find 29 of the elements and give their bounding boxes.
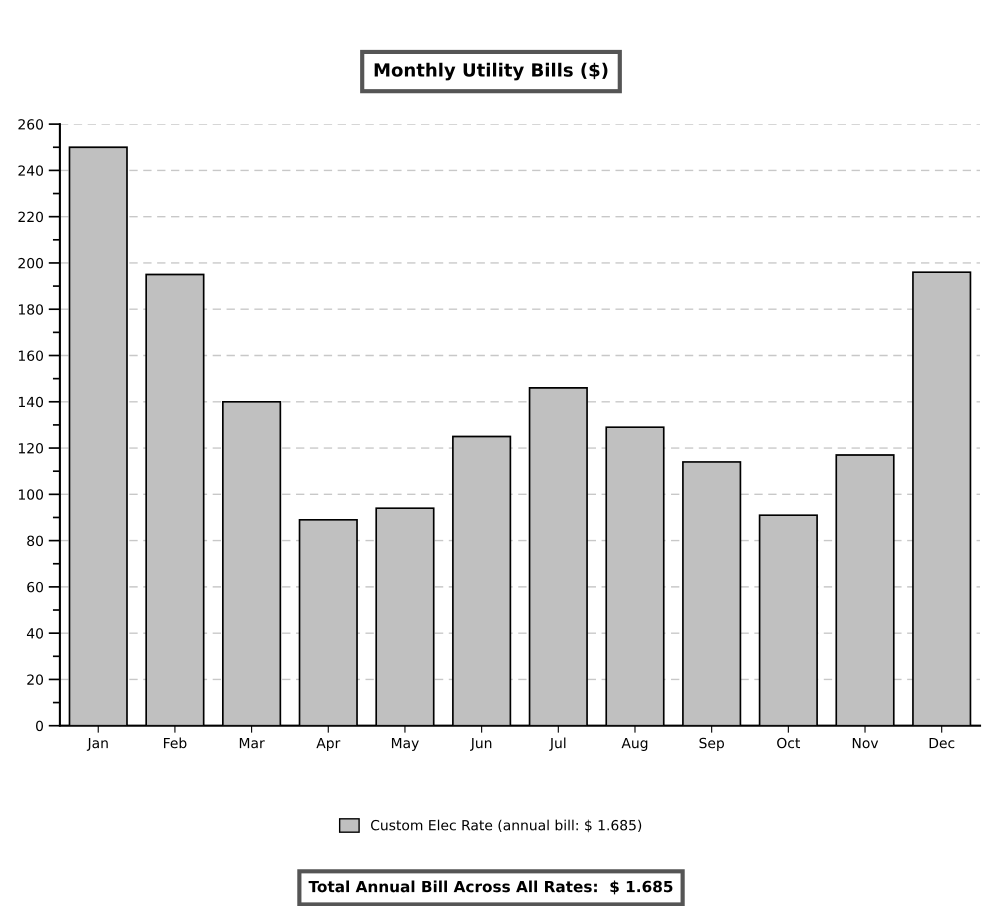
y-tick-label: 100 <box>18 489 44 500</box>
x-tick-label: Jun <box>470 738 492 751</box>
y-tick-label: 160 <box>18 350 44 361</box>
x-tick-label: Feb <box>164 738 186 748</box>
y-tick-label: 200 <box>18 258 44 268</box>
y-tick-label: 220 <box>18 212 44 222</box>
y-tick-label: 240 <box>18 165 44 176</box>
x-tick-label: Apr <box>316 738 340 751</box>
chart-title: Monthly Utility Bills ($) <box>374 62 608 80</box>
legend-label: Custom Elec Rate (annual bill: $ 1.685) <box>370 820 642 832</box>
x-tick-label: Sep <box>699 738 724 751</box>
x-tick-label: Nov <box>852 738 878 748</box>
x-tick-label: Jan <box>86 738 108 751</box>
x-tick-label: Aug <box>622 738 648 751</box>
x-tick-label: Dec <box>930 738 954 748</box>
text: Total Annual Bill Across All Rates: $ 1.685 <box>308 880 672 894</box>
x-tick-label: May <box>392 738 419 751</box>
y-tick-label: 60 <box>27 582 44 592</box>
y-tick-label: 20 <box>27 674 44 685</box>
x-tick-label: Jul <box>549 738 566 751</box>
x-tick-label: Mar <box>240 738 265 748</box>
x-tick-label: Oct <box>777 738 800 748</box>
y-tick-label: 80 <box>27 536 44 546</box>
y-tick-label: 260 <box>18 119 44 130</box>
y-tick-label: 140 <box>18 396 44 408</box>
y-tick-label: 0 <box>36 720 44 732</box>
y-tick-label: 120 <box>18 443 44 454</box>
y-tick-label: 40 <box>26 628 44 639</box>
y-tick-label: 180 <box>18 304 44 315</box>
